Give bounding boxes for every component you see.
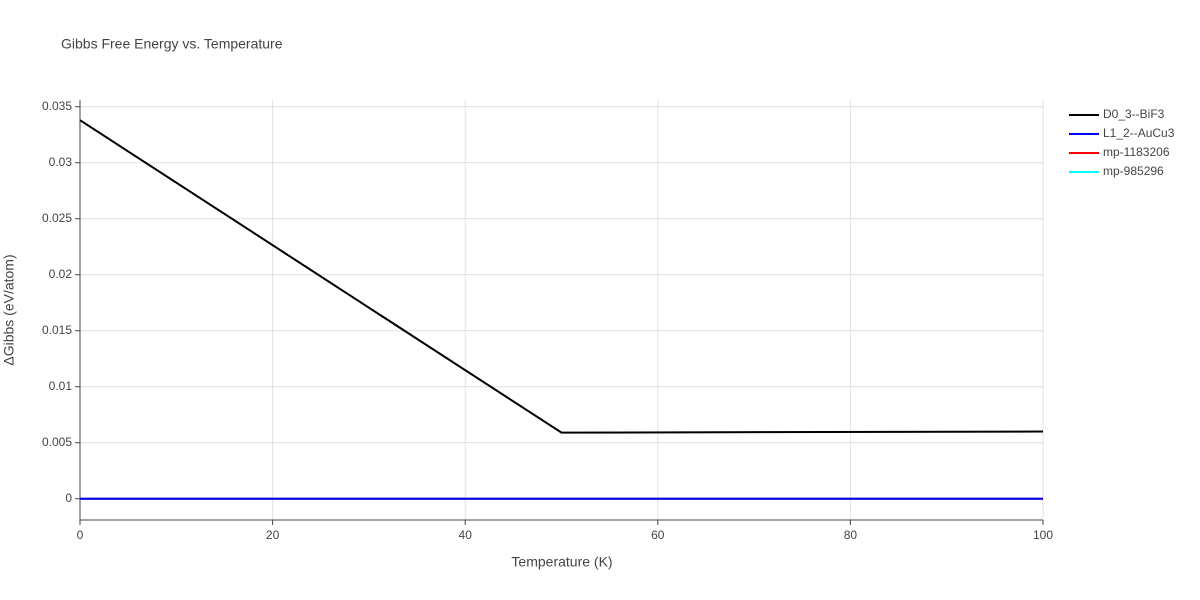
x-tick-label: 0 — [77, 528, 84, 542]
y-tick-label: 0.02 — [49, 267, 73, 281]
y-tick-label: 0.025 — [42, 211, 72, 225]
series-line — [79, 119, 1044, 434]
x-tick-label: 40 — [459, 528, 473, 542]
y-tick-label: 0.03 — [49, 155, 73, 169]
x-axis-title: Temperature (K) — [511, 554, 612, 570]
x-tick-label: 100 — [1033, 528, 1053, 542]
chart-title: Gibbs Free Energy vs. Temperature — [61, 36, 283, 52]
legend-label: mp-985296 — [1103, 164, 1164, 178]
x-tick-label: 80 — [844, 528, 858, 542]
y-tick-label: 0.015 — [42, 323, 72, 337]
y-axis-title: ΔGibbs (eV/atom) — [1, 254, 17, 365]
legend-label: L1_2--AuCu3 — [1103, 126, 1175, 140]
y-tick-label: 0 — [65, 491, 72, 505]
y-tick-label: 0.035 — [42, 99, 72, 113]
x-tick-label: 60 — [651, 528, 665, 542]
y-tick-label: 0.005 — [42, 435, 72, 449]
legend-label: D0_3--BiF3 — [1103, 107, 1165, 121]
legend-label: mp-1183206 — [1103, 145, 1170, 159]
x-tick-label: 20 — [266, 528, 280, 542]
y-tick-label: 0.01 — [49, 379, 73, 393]
